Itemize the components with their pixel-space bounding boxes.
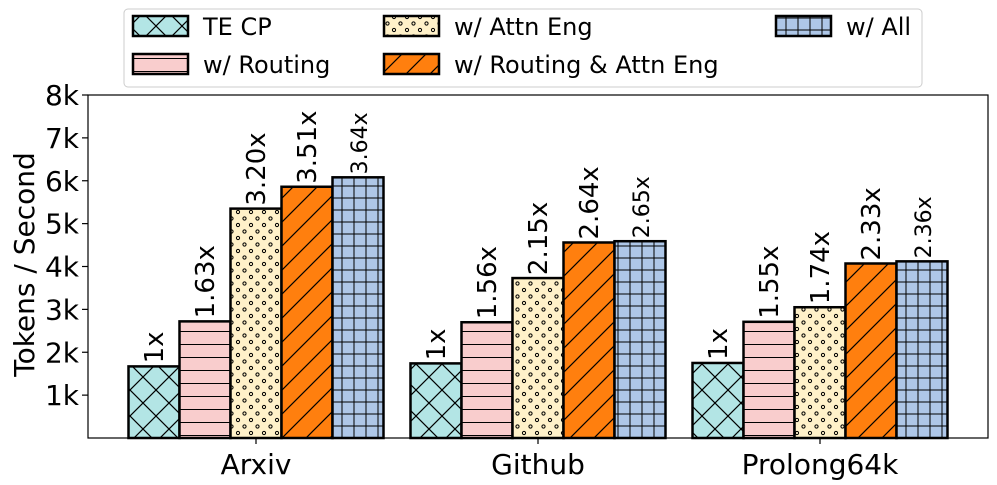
bar-outline-arxiv-w-all [331,176,385,440]
bar-outline-github-w-routing-attn-eng [562,241,616,440]
legend-swatch-outline-w-routing [131,52,190,76]
bar-outline-arxiv-w-attn-eng [229,207,283,440]
legend-label-w-attn-eng: w/ Attn Eng [454,13,593,41]
data-label: 3.51x [293,110,323,183]
bar-outline-github-te-cp [409,362,463,440]
bar-outline-github-w-routing [460,320,514,440]
data-label: 1.74x [806,231,836,304]
x-tick-label-github: Github [491,448,585,481]
y-tick-label: 4k [45,251,80,284]
legend-swatch-outline-w-attn-eng [382,14,441,38]
y-tick-label: 6k [45,165,80,198]
x-tick-label-prolong64k: Prolong64k [742,448,899,481]
data-label: 2.36x [912,196,937,258]
bar-outline-prolong64k-te-cp [691,361,745,440]
bar-outline-github-w-attn-eng [511,276,565,440]
y-tick-label: 2k [45,336,80,369]
legend-label-w-routing-attn-eng: w/ Routing & Attn Eng [454,51,719,79]
data-label: 1x [704,328,734,360]
data-label: 2.65x [630,176,655,238]
bar-outline-arxiv-w-routing [178,320,232,440]
bar-outline-prolong64k-w-attn-eng [793,305,847,440]
bar-outline-prolong64k-w-all [895,260,949,440]
y-axis-label: Tokens / Second [8,152,41,378]
y-tick-label: 8k [45,79,80,112]
data-label: 3.20x [242,132,272,205]
data-label: 1.56x [473,246,503,319]
legend-label-te-cp: TE CP [202,13,272,41]
bar-outline-prolong64k-w-routing-attn-eng [844,262,898,440]
data-label: 1x [140,331,170,363]
legend-box [123,8,923,88]
data-label: 1x [422,328,452,360]
legend-swatch-outline-w-routing-attn-eng [382,52,441,76]
data-label: 2.15x [524,202,554,275]
bar-outline-arxiv-te-cp [127,365,181,440]
y-tick-label: 1k [45,379,80,412]
data-label: 3.64x [348,112,373,174]
bar-outline-arxiv-w-routing-attn-eng [280,185,334,440]
data-label: 2.64x [575,166,605,239]
data-label: 2.33x [857,187,887,260]
y-tick-label: 7k [45,122,80,155]
data-label: 1.63x [191,245,221,318]
legend-label-w-routing: w/ Routing [203,51,330,79]
legend-swatch-outline-te-cp [131,14,190,38]
y-tick-label: 3k [45,293,80,326]
legend-label-w-all: w/ All [846,13,911,41]
data-label: 1.55x [755,246,785,319]
legend-swatch-outline-w-all [774,14,833,38]
bar-outline-prolong64k-w-routing [742,320,796,440]
bar-outline-github-w-all [613,239,667,440]
legend: TE CP w/ Routing w/ Attn Eng w/ Routing & A… [123,8,923,88]
y-tick-label: 5k [45,208,80,241]
x-tick-label-arxiv: Arxiv [221,448,292,481]
bars: 1x 1.63x 3.20x 3.51x 3.64x 1x 1.56x 2.15x 2.64x 2… [127,110,949,440]
